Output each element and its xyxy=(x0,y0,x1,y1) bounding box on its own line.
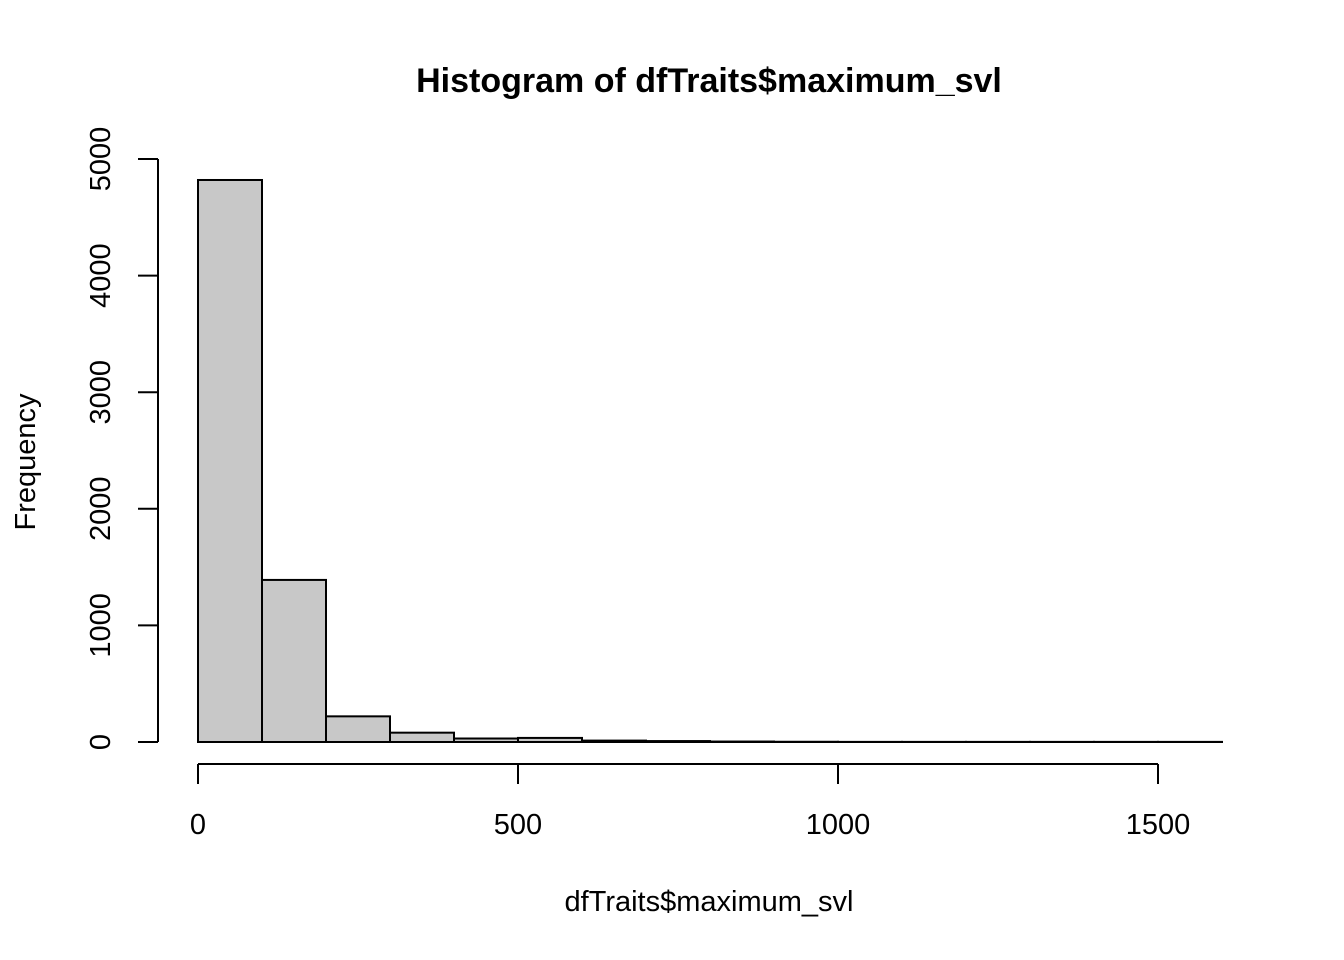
histogram-bar xyxy=(261,578,327,744)
x-tick-label: 1000 xyxy=(806,809,871,841)
x-tick-label: 500 xyxy=(494,809,542,841)
histogram-bar xyxy=(453,737,519,744)
histogram-bar xyxy=(389,731,455,743)
x-tick-label: 1500 xyxy=(1126,809,1191,841)
bars-group xyxy=(197,178,1223,744)
histogram-bar xyxy=(325,715,391,744)
y-tick-label: 0 xyxy=(85,734,117,750)
y-tick-label: 4000 xyxy=(85,243,117,308)
y-axis-label: Frequency xyxy=(10,393,42,531)
y-axis: 0 1000 2000 3000 4000 5000 xyxy=(85,127,159,750)
y-tick-label: 2000 xyxy=(85,477,117,542)
histogram-bar xyxy=(517,736,583,744)
x-tick-label: 0 xyxy=(190,809,206,841)
histogram-bar xyxy=(197,178,263,744)
y-tick-label: 5000 xyxy=(85,127,117,192)
x-axis-label: dfTraits$maximum_svl xyxy=(565,886,854,918)
y-tick-label: 3000 xyxy=(85,360,117,425)
chart-title: Histogram of dfTraits$maximum_svl xyxy=(416,62,1002,100)
histogram-bar xyxy=(581,739,647,744)
y-tick-label: 1000 xyxy=(85,593,117,658)
histogram-bar xyxy=(645,740,711,743)
x-axis: 0 500 1000 1500 xyxy=(190,763,1191,841)
